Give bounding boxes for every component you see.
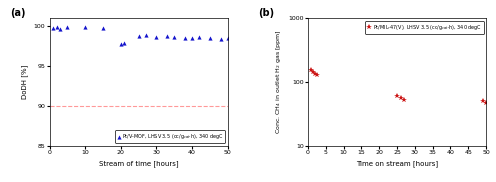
Y-axis label: Conc. CH$_4$ in outlet H$_2$ gas [ppm]: Conc. CH$_4$ in outlet H$_2$ gas [ppm] — [274, 29, 283, 134]
Y-axis label: DoDH [%]: DoDH [%] — [21, 65, 28, 99]
X-axis label: Time on stream [hours]: Time on stream [hours] — [356, 160, 438, 167]
X-axis label: Stream of time [hours]: Stream of time [hours] — [99, 160, 179, 167]
Legend: Pt/V-MOF, LHSV 3.5 (cc/g$_{cat}$·h), 340 degC: Pt/V-MOF, LHSV 3.5 (cc/g$_{cat}$·h), 340… — [115, 130, 225, 143]
Legend: Pt/MIL-47(V), LHSV 3.5 (cc/g$_{cat}$·h), 340 degC: Pt/MIL-47(V), LHSV 3.5 (cc/g$_{cat}$·h),… — [366, 21, 484, 33]
Text: (b): (b) — [258, 8, 274, 18]
Text: (a): (a) — [10, 8, 26, 18]
